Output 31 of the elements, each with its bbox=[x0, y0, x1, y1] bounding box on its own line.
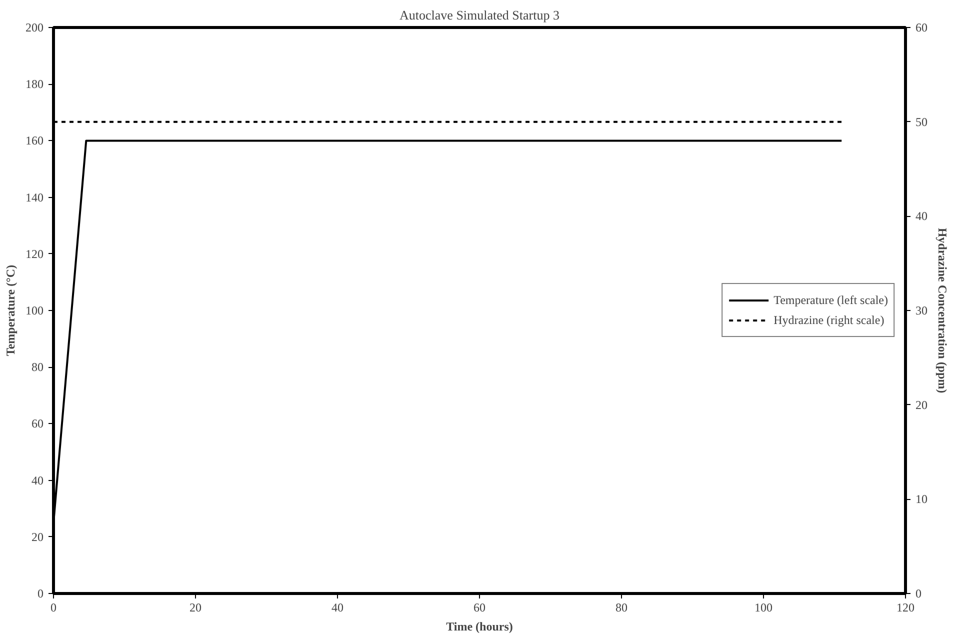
y-tick-label: 0 bbox=[38, 586, 44, 600]
y2-tick-label: 40 bbox=[916, 209, 928, 224]
legend-label: Temperature (left scale) bbox=[774, 292, 888, 308]
y-tick-label: 180 bbox=[26, 77, 44, 92]
y-tick-label: 160 bbox=[26, 134, 44, 148]
y-tick-label: 60 bbox=[32, 416, 44, 431]
x-tick-label: 80 bbox=[616, 600, 628, 614]
y2-tick-label: 0 bbox=[916, 586, 922, 600]
chart-title: Autoclave Simulated Startup 3 bbox=[400, 8, 560, 22]
y-tick-label: 140 bbox=[26, 190, 44, 204]
y-tick-label: 80 bbox=[32, 360, 44, 374]
y2-axis-title: Hydrazine Concentration (ppm) bbox=[936, 228, 950, 394]
y2-tick-label: 50 bbox=[916, 114, 928, 129]
y-tick-label: 200 bbox=[26, 20, 44, 34]
y2-tick-label: 20 bbox=[916, 398, 928, 412]
y-tick-label: 100 bbox=[26, 304, 44, 318]
x-tick-label: 0 bbox=[50, 600, 56, 614]
x-tick-label: 20 bbox=[190, 600, 202, 614]
y2-tick-label: 60 bbox=[916, 20, 928, 34]
legend-label: Hydrazine (right scale) bbox=[774, 312, 884, 328]
y-tick-label: 20 bbox=[32, 530, 44, 544]
y2-tick-label: 10 bbox=[916, 492, 928, 506]
y-axis-title: Temperature (°C) bbox=[4, 264, 18, 356]
x-axis-title: Time (hours) bbox=[446, 620, 513, 634]
x-tick-label: 100 bbox=[754, 600, 772, 614]
x-tick-label: 60 bbox=[474, 600, 486, 614]
x-tick-label: 120 bbox=[896, 600, 914, 614]
y2-tick-label: 30 bbox=[916, 304, 928, 318]
x-tick-label: 40 bbox=[332, 600, 344, 614]
y-tick-label: 120 bbox=[26, 246, 44, 261]
y-tick-label: 40 bbox=[32, 473, 44, 488]
